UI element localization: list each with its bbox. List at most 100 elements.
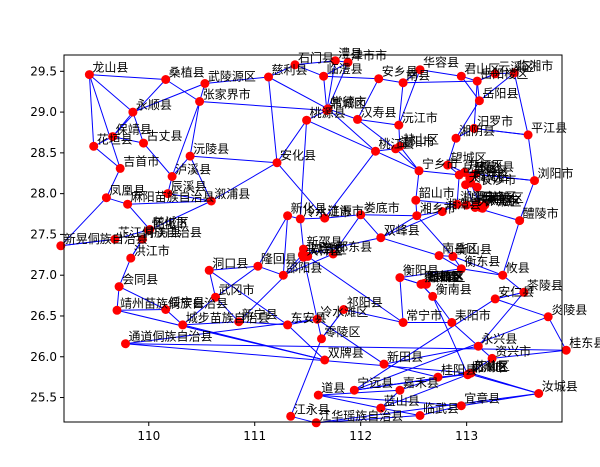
node-point — [437, 207, 447, 217]
edge — [399, 268, 462, 279]
node-point — [353, 114, 362, 124]
node-label: 东安县 — [291, 310, 327, 325]
node-label: 保靖县 — [116, 123, 152, 137]
edge — [60, 238, 115, 247]
node-label: 冷水江市 — [303, 204, 351, 219]
node-label: 醴陵市 — [523, 206, 559, 221]
y-tick-label: 29.5 — [30, 64, 57, 78]
node-point — [110, 234, 120, 244]
edge — [380, 215, 418, 239]
edge — [316, 318, 385, 365]
node-label: 新晃侗族自治县 — [64, 231, 148, 246]
edge — [432, 296, 453, 323]
node-point — [278, 270, 288, 280]
node-point — [328, 249, 338, 259]
edge — [432, 296, 469, 375]
node-label: 吉首市 — [123, 153, 159, 168]
node-label: 桃江县 — [379, 136, 415, 151]
edge — [418, 170, 460, 176]
node-label: 天元区 — [478, 194, 514, 208]
edge — [268, 76, 329, 110]
edge — [318, 389, 400, 396]
node-point — [523, 130, 533, 140]
edge — [167, 193, 212, 202]
edge — [354, 298, 496, 391]
edge — [112, 136, 144, 144]
edge — [547, 316, 567, 351]
node-label: 沅江市 — [402, 110, 438, 125]
node-label: 资兴市 — [495, 343, 531, 358]
edge — [268, 64, 296, 78]
node-label: 望城区 — [451, 151, 487, 165]
node-label: 鹤城区 — [153, 215, 189, 230]
node-label: 石门县 — [298, 50, 334, 65]
node-point — [145, 225, 155, 234]
node-label: 新田县 — [387, 349, 423, 364]
y-tick-label: 25.5 — [30, 391, 57, 405]
node-label: 靖州苗族侗族自治县 — [120, 296, 228, 310]
node-point — [356, 210, 366, 220]
node-point — [163, 189, 173, 199]
edge — [343, 309, 404, 323]
edge — [127, 200, 212, 205]
node-point — [395, 273, 405, 283]
edge — [419, 69, 462, 77]
edge — [380, 211, 443, 239]
node-point — [530, 176, 539, 186]
node-point — [395, 141, 405, 151]
node-point — [466, 368, 476, 378]
edge — [451, 322, 479, 347]
edge — [105, 168, 121, 198]
node-label: 武陵源区 — [208, 70, 256, 84]
edge — [282, 215, 289, 276]
edge — [455, 100, 480, 139]
node-point — [534, 389, 544, 398]
edge — [132, 83, 206, 113]
node-label: 宁乡市 — [422, 156, 458, 171]
node-label: 荷塘区 — [488, 190, 524, 205]
node-point — [339, 305, 349, 314]
node-label: 衡南县 — [436, 281, 472, 296]
node-point — [416, 279, 426, 289]
edge — [513, 72, 529, 136]
node-label: 江华瑶族自治县 — [319, 409, 403, 423]
node-label: 双牌县 — [328, 346, 364, 360]
node-point — [415, 65, 425, 75]
edge — [318, 394, 462, 407]
node-label: 桂东县 — [569, 335, 600, 350]
node-label: 蓝山县 — [384, 394, 420, 408]
node-label: 浏阳市 — [538, 166, 574, 181]
plot-frame — [63, 54, 563, 423]
node-label: 珠晖区 — [429, 270, 465, 284]
edge — [268, 76, 278, 163]
node-label: 常宁市 — [406, 308, 442, 323]
node-label: 湘阴县 — [459, 123, 495, 138]
node-point — [462, 200, 472, 210]
edge — [519, 180, 535, 221]
node-label: 双清区 — [311, 242, 347, 256]
node-label: 安乡县 — [382, 64, 418, 79]
node-point — [433, 372, 443, 382]
node-label: 赫山区 — [403, 132, 439, 146]
node-point — [311, 418, 321, 428]
node-label: 永兴县 — [481, 332, 517, 346]
node-point — [211, 292, 220, 302]
node-point — [454, 170, 464, 180]
edge — [165, 79, 200, 102]
node-label: 沅陵县 — [193, 142, 229, 156]
edge — [473, 81, 478, 129]
node-point — [515, 216, 525, 226]
node-point — [313, 390, 323, 400]
y-tick-label: 27.5 — [30, 227, 57, 241]
node-label: 长沙县 — [478, 160, 514, 174]
node-label: 邵东县 — [336, 240, 372, 254]
node-point — [312, 314, 322, 324]
node-point — [456, 401, 466, 411]
node-label: 耒阳市 — [455, 308, 491, 323]
node-point — [374, 74, 384, 84]
edge — [502, 274, 525, 293]
edge — [416, 215, 454, 257]
node-label: 古丈县 — [147, 128, 183, 143]
node-point — [428, 291, 438, 301]
